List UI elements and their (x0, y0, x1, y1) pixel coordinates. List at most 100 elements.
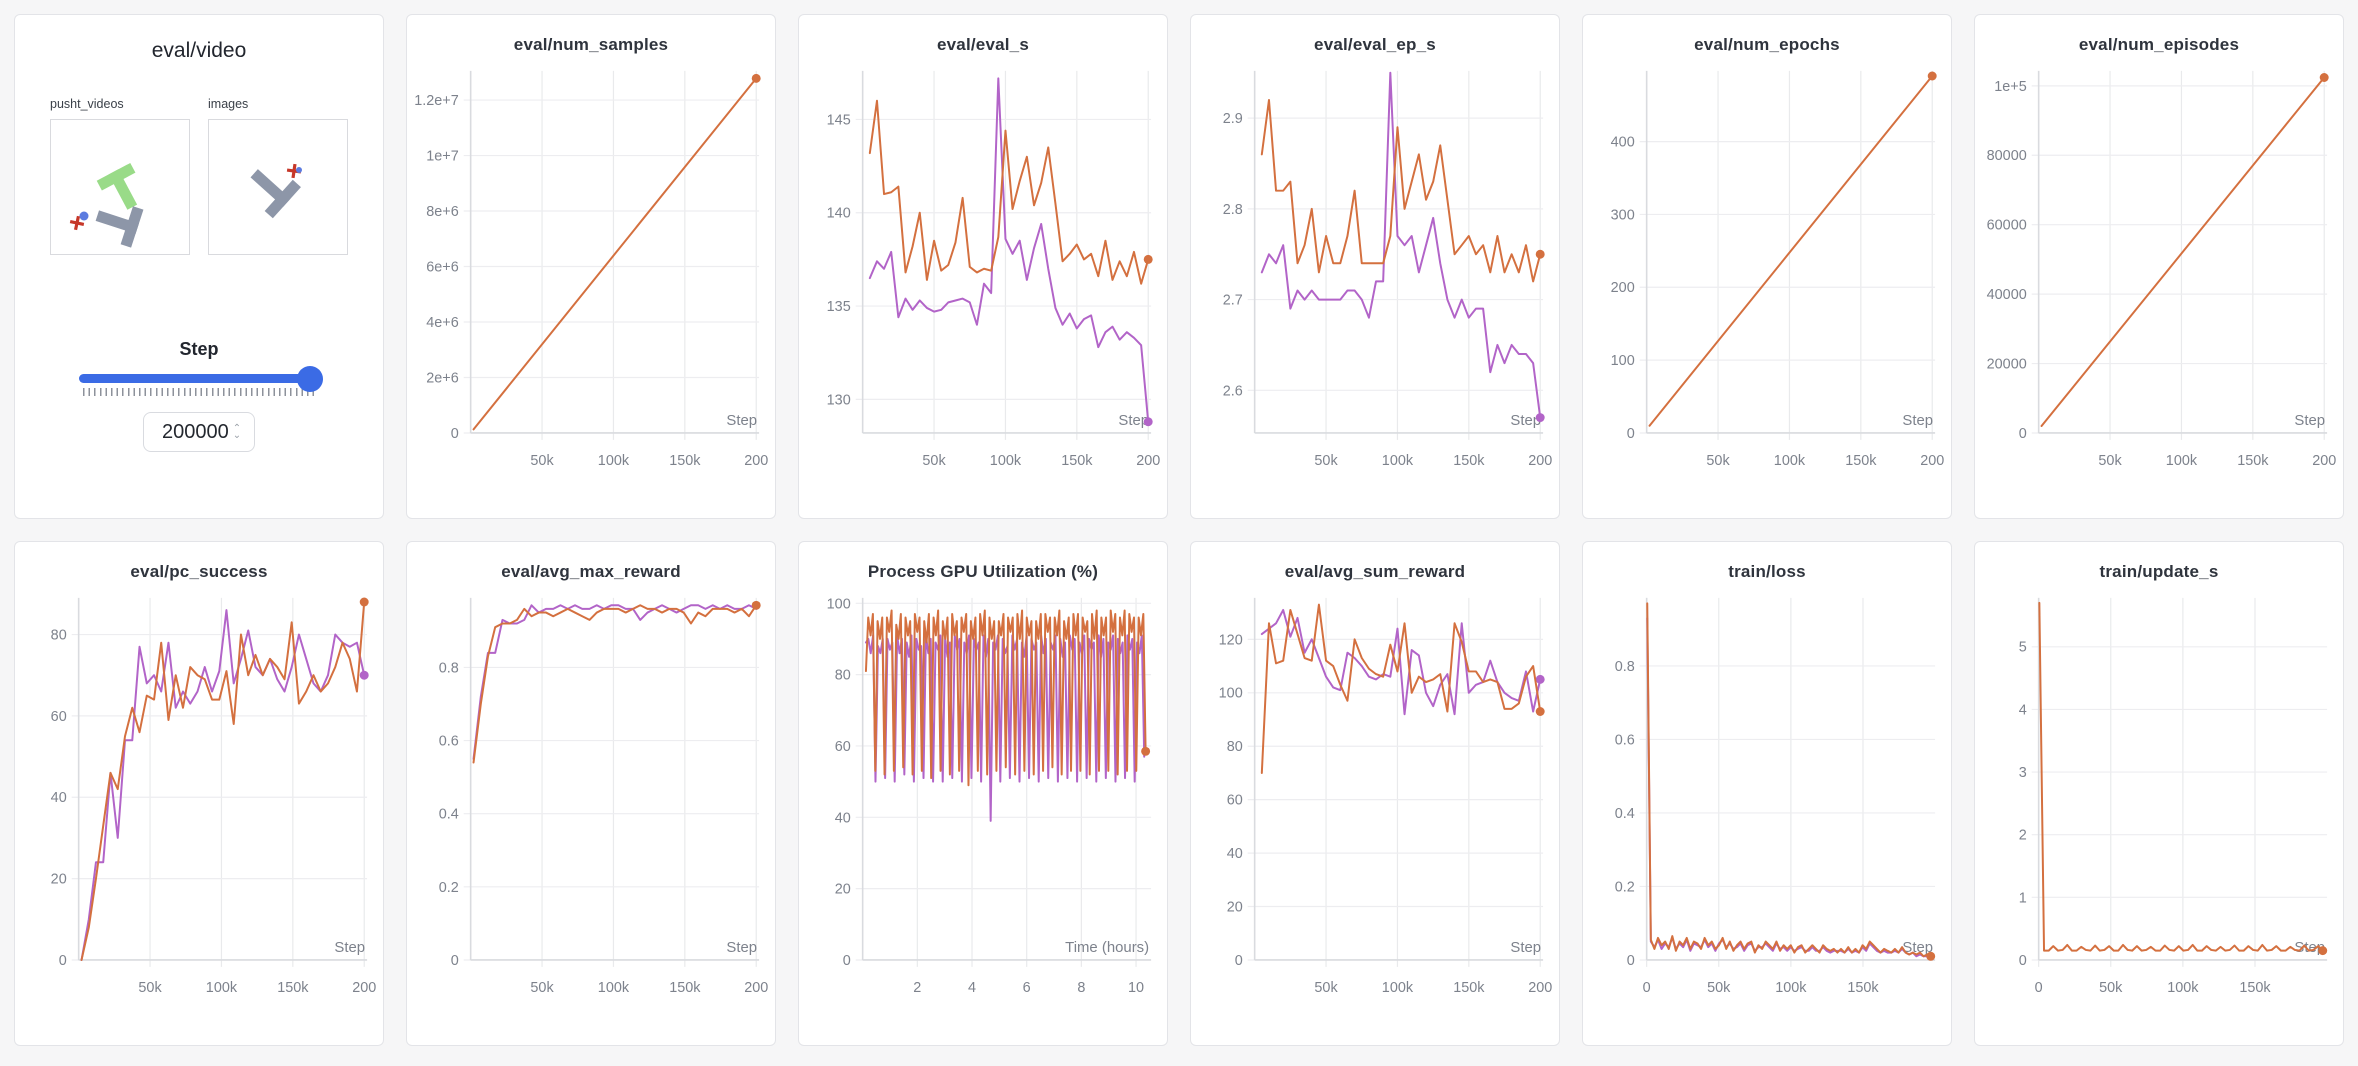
svg-text:200: 200 (352, 980, 376, 996)
svg-text:80: 80 (51, 628, 67, 644)
svg-text:150k: 150k (1453, 980, 1485, 996)
svg-text:60000: 60000 (1987, 218, 2027, 234)
svg-text:Step: Step (2294, 940, 2325, 956)
svg-text:50k: 50k (1706, 453, 1730, 469)
svg-text:Time (hours): Time (hours) (1065, 940, 1149, 956)
svg-text:200: 200 (1528, 980, 1552, 996)
line-chart[interactable]: 50k 100k 150k 200 130 135 140 145 Step (799, 59, 1167, 491)
svg-text:0: 0 (451, 426, 459, 442)
svg-text:200: 200 (1136, 453, 1160, 469)
green-t-shape (96, 162, 138, 210)
spinner-up-icon[interactable]: ⌃ (232, 423, 242, 434)
svg-text:2.7: 2.7 (1223, 293, 1243, 309)
svg-text:135: 135 (827, 299, 851, 315)
svg-text:0.4: 0.4 (439, 807, 459, 823)
svg-text:1: 1 (2019, 890, 2027, 906)
svg-text:80000: 80000 (1987, 148, 2027, 164)
svg-text:100k: 100k (1774, 453, 1806, 469)
step-value-input[interactable] (156, 420, 229, 444)
panel-eval-eval-s: eval/eval_s 50k 100k 150k 200 130 135 140 145 St… (798, 14, 1168, 519)
svg-text:1e+7: 1e+7 (426, 149, 458, 165)
svg-text:20: 20 (1227, 900, 1243, 916)
chart-title: train/update_s (2099, 562, 2219, 581)
svg-text:6: 6 (1023, 980, 1031, 996)
slider-thumb[interactable] (297, 365, 323, 392)
slider-tick-ruler (83, 388, 315, 396)
svg-text:400: 400 (1611, 135, 1635, 151)
panel-train-loss: train/loss 0 50k 100k 150k 0 0.2 0.4 0.6 0.8 Step (1582, 541, 1952, 1046)
svg-text:0.4: 0.4 (1615, 806, 1635, 822)
panel-train-update-s: train/update_s 0 50k 100k 150k 0 1 2 3 4 5 Step (1974, 541, 2344, 1046)
svg-text:150k: 150k (1061, 453, 1093, 469)
line-chart[interactable]: 50k 100k 150k 200 0 20 40 60 80 Step (15, 586, 383, 1018)
svg-text:40: 40 (51, 790, 67, 806)
chart-title: eval/num_epochs (1694, 35, 1840, 54)
svg-text:2.6: 2.6 (1223, 383, 1243, 399)
svg-text:100k: 100k (598, 453, 630, 469)
line-chart[interactable]: 50k 100k 150k 200 0 2e+6 4e+6 6e+6 8e+6 1e+7 1.2e+… (407, 59, 775, 491)
step-slider-label: Step (179, 339, 219, 359)
slider-track[interactable] (79, 365, 323, 392)
svg-text:Step: Step (726, 413, 757, 429)
chart-title: train/loss (1728, 562, 1806, 581)
svg-text:0: 0 (2019, 426, 2027, 442)
svg-text:1e+5: 1e+5 (1994, 79, 2026, 95)
line-chart[interactable]: 0 50k 100k 150k 0 1 2 3 4 5 Step (1975, 586, 2343, 1018)
svg-text:200: 200 (744, 453, 768, 469)
svg-text:100k: 100k (1382, 453, 1414, 469)
svg-text:10: 10 (1128, 980, 1144, 996)
pusht-video-thumbnail (69, 162, 144, 248)
svg-text:0: 0 (1643, 980, 1651, 996)
svg-text:0: 0 (2035, 980, 2043, 996)
svg-text:2.9: 2.9 (1223, 111, 1243, 127)
line-chart[interactable]: 0 50k 100k 150k 0 0.2 0.4 0.6 0.8 Step (1583, 586, 1951, 1018)
svg-text:60: 60 (1227, 793, 1243, 809)
svg-text:200: 200 (1528, 453, 1552, 469)
panel-eval-video: eval/video pusht_videos (14, 14, 384, 519)
svg-text:0: 0 (843, 953, 851, 969)
line-chart[interactable]: 50k 100k 150k 200 0 20000 40000 60000 80000 1e+5 S… (1975, 59, 2343, 491)
svg-text:100: 100 (827, 596, 851, 612)
spinner-down-icon[interactable]: ⌄ (232, 430, 242, 441)
svg-text:150k: 150k (669, 453, 701, 469)
panel-eval-avg-max-reward: eval/avg_max_reward 50k 100k 150k 200 0 0.2 0.… (406, 541, 776, 1046)
line-chart[interactable]: 50k 100k 150k 200 2.6 2.7 2.8 2.9 Step (1191, 59, 1559, 491)
svg-text:60: 60 (835, 739, 851, 755)
media-label: pusht_videos (50, 97, 124, 111)
svg-text:0: 0 (451, 953, 459, 969)
line-chart[interactable]: 50k 100k 150k 200 0 100 200 300 400 Step (1583, 59, 1951, 491)
svg-text:50k: 50k (1314, 980, 1338, 996)
svg-text:2: 2 (2019, 828, 2027, 844)
media-row: pusht_videos (15, 97, 383, 255)
svg-text:3: 3 (2019, 765, 2027, 781)
svg-text:145: 145 (827, 112, 851, 128)
svg-text:Step: Step (1510, 413, 1541, 429)
svg-text:0: 0 (59, 953, 67, 969)
svg-text:0: 0 (1627, 426, 1635, 442)
svg-text:Step: Step (1902, 413, 1933, 429)
line-chart[interactable]: 50k 100k 150k 200 0 0.2 0.4 0.6 0.8 Step (407, 586, 775, 1018)
images-frame[interactable] (208, 119, 348, 255)
svg-text:0.2: 0.2 (439, 880, 459, 896)
svg-text:4: 4 (2019, 702, 2027, 718)
pusht-video-frame[interactable] (50, 119, 190, 255)
svg-text:120: 120 (1219, 632, 1243, 648)
media-cell-pusht-videos: pusht_videos (50, 97, 190, 255)
svg-text:1.2e+7: 1.2e+7 (414, 93, 458, 109)
svg-text:80: 80 (835, 668, 851, 684)
svg-text:150k: 150k (1847, 980, 1879, 996)
line-chart[interactable]: 50k 100k 150k 200 0 20 40 60 80 100 120 Step (1191, 586, 1559, 1018)
svg-text:Step: Step (726, 940, 757, 956)
svg-text:100k: 100k (990, 453, 1022, 469)
svg-text:20: 20 (835, 882, 851, 898)
svg-text:2: 2 (913, 980, 921, 996)
svg-text:200: 200 (744, 980, 768, 996)
svg-text:200: 200 (2312, 453, 2336, 469)
svg-text:50k: 50k (530, 980, 554, 996)
step-slider[interactable] (79, 365, 323, 396)
svg-text:0.6: 0.6 (439, 734, 459, 750)
svg-text:100k: 100k (598, 980, 630, 996)
chart-title: Process GPU Utilization (%) (867, 562, 1099, 581)
svg-text:60: 60 (51, 709, 67, 725)
